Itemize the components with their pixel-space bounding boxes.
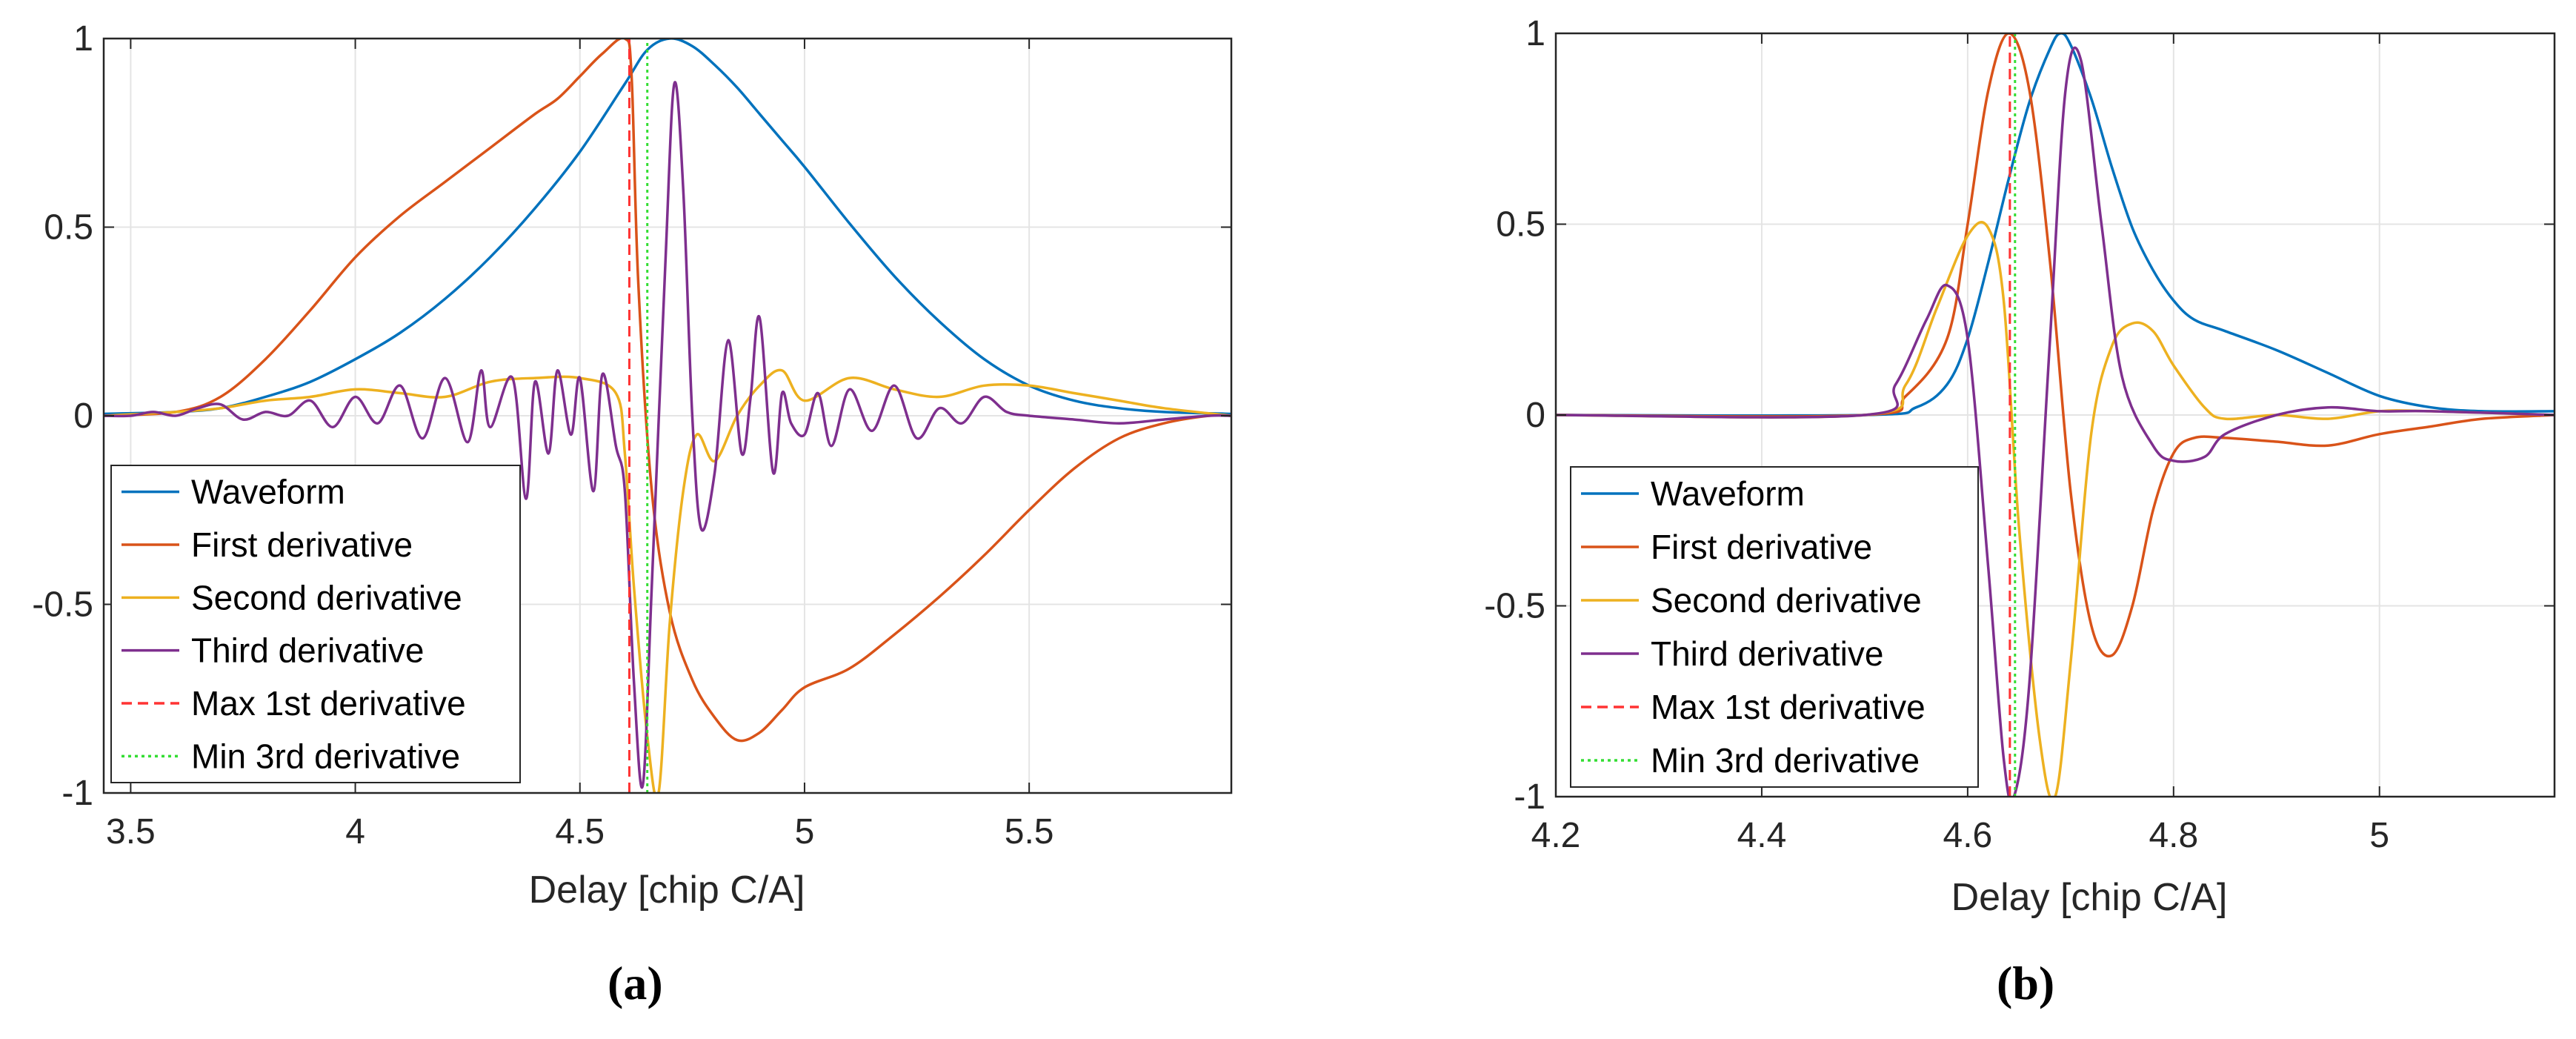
chart-a: 3.5 4 4.5 5 5.5 -1 -0.5 0 0.5 1 Waveform First der…: [32, 19, 1233, 912]
x-axis-label: Delay [chip C/A]: [1951, 876, 2228, 919]
legend-label: First derivative: [191, 525, 413, 564]
legend-label: Min 3rd derivative: [191, 737, 460, 775]
series-line-2: [1556, 33, 2555, 658]
series-line-4: [104, 81, 1231, 789]
y-tick-label: 0.5: [1496, 205, 1545, 245]
series-line-2: [104, 39, 1231, 743]
legend-box: [1570, 466, 1979, 788]
chart-panel-b: 4.2 4.4 4.6 4.8 5 -1 -0.5 0 0.5 1 Waveform First d…: [1452, 0, 2576, 1035]
x-tick-label: 4.8: [2149, 816, 2198, 855]
x-axis-label: Delay [chip C/A]: [529, 869, 805, 912]
y-tick-label: 0: [1525, 396, 1545, 435]
legend-label: Second derivative: [191, 578, 462, 617]
legend-label: Min 3rd derivative: [1651, 741, 1920, 780]
legend-label: Second derivative: [1651, 581, 1922, 620]
x-tick-label: 5: [2369, 816, 2389, 855]
x-tick-label: 5: [795, 812, 815, 852]
legend-label: Max 1st derivative: [1651, 688, 1926, 726]
y-tick-label: 1: [1525, 14, 1545, 53]
series-line-4: [1556, 46, 2555, 797]
legend-box: [110, 465, 521, 783]
x-tick-label: 4.4: [1737, 816, 1787, 855]
legend-label: Waveform: [191, 473, 345, 511]
x-tick-label: 4: [345, 812, 365, 852]
y-tick-label: -0.5: [32, 585, 93, 625]
series-line-3: [104, 368, 1231, 793]
series-line-1: [104, 39, 1231, 416]
caption-b: (b): [1997, 957, 2055, 1009]
x-tick-label: 4.2: [1531, 816, 1581, 855]
legend-label: Waveform: [1651, 474, 1805, 513]
y-tick-label: -1: [61, 774, 93, 813]
legend-label: Third derivative: [1651, 634, 1883, 673]
caption-a: (a): [608, 957, 663, 1009]
x-tick-label: 4.5: [555, 812, 605, 852]
x-tick-label: 4.6: [1943, 816, 1993, 855]
chart-panel-a: 3.5 4 4.5 5 5.5 -1 -0.5 0 0.5 1 Waveform First der…: [0, 0, 1274, 1035]
y-tick-label: 0: [73, 396, 93, 436]
legend-label: First derivative: [1651, 528, 1872, 566]
chart-b: 4.2 4.4 4.6 4.8 5 -1 -0.5 0 0.5 1 Waveform First d…: [1484, 14, 2556, 919]
legend-label: Third derivative: [191, 631, 424, 670]
x-tick-label: 5.5: [1005, 812, 1054, 852]
x-tick-label: 3.5: [106, 812, 156, 852]
y-tick-label: 0.5: [44, 208, 93, 248]
legend-label: Max 1st derivative: [191, 684, 466, 723]
y-tick-label: 1: [73, 19, 93, 59]
y-tick-label: -1: [1514, 777, 1545, 817]
y-tick-label: -0.5: [1484, 587, 1545, 626]
